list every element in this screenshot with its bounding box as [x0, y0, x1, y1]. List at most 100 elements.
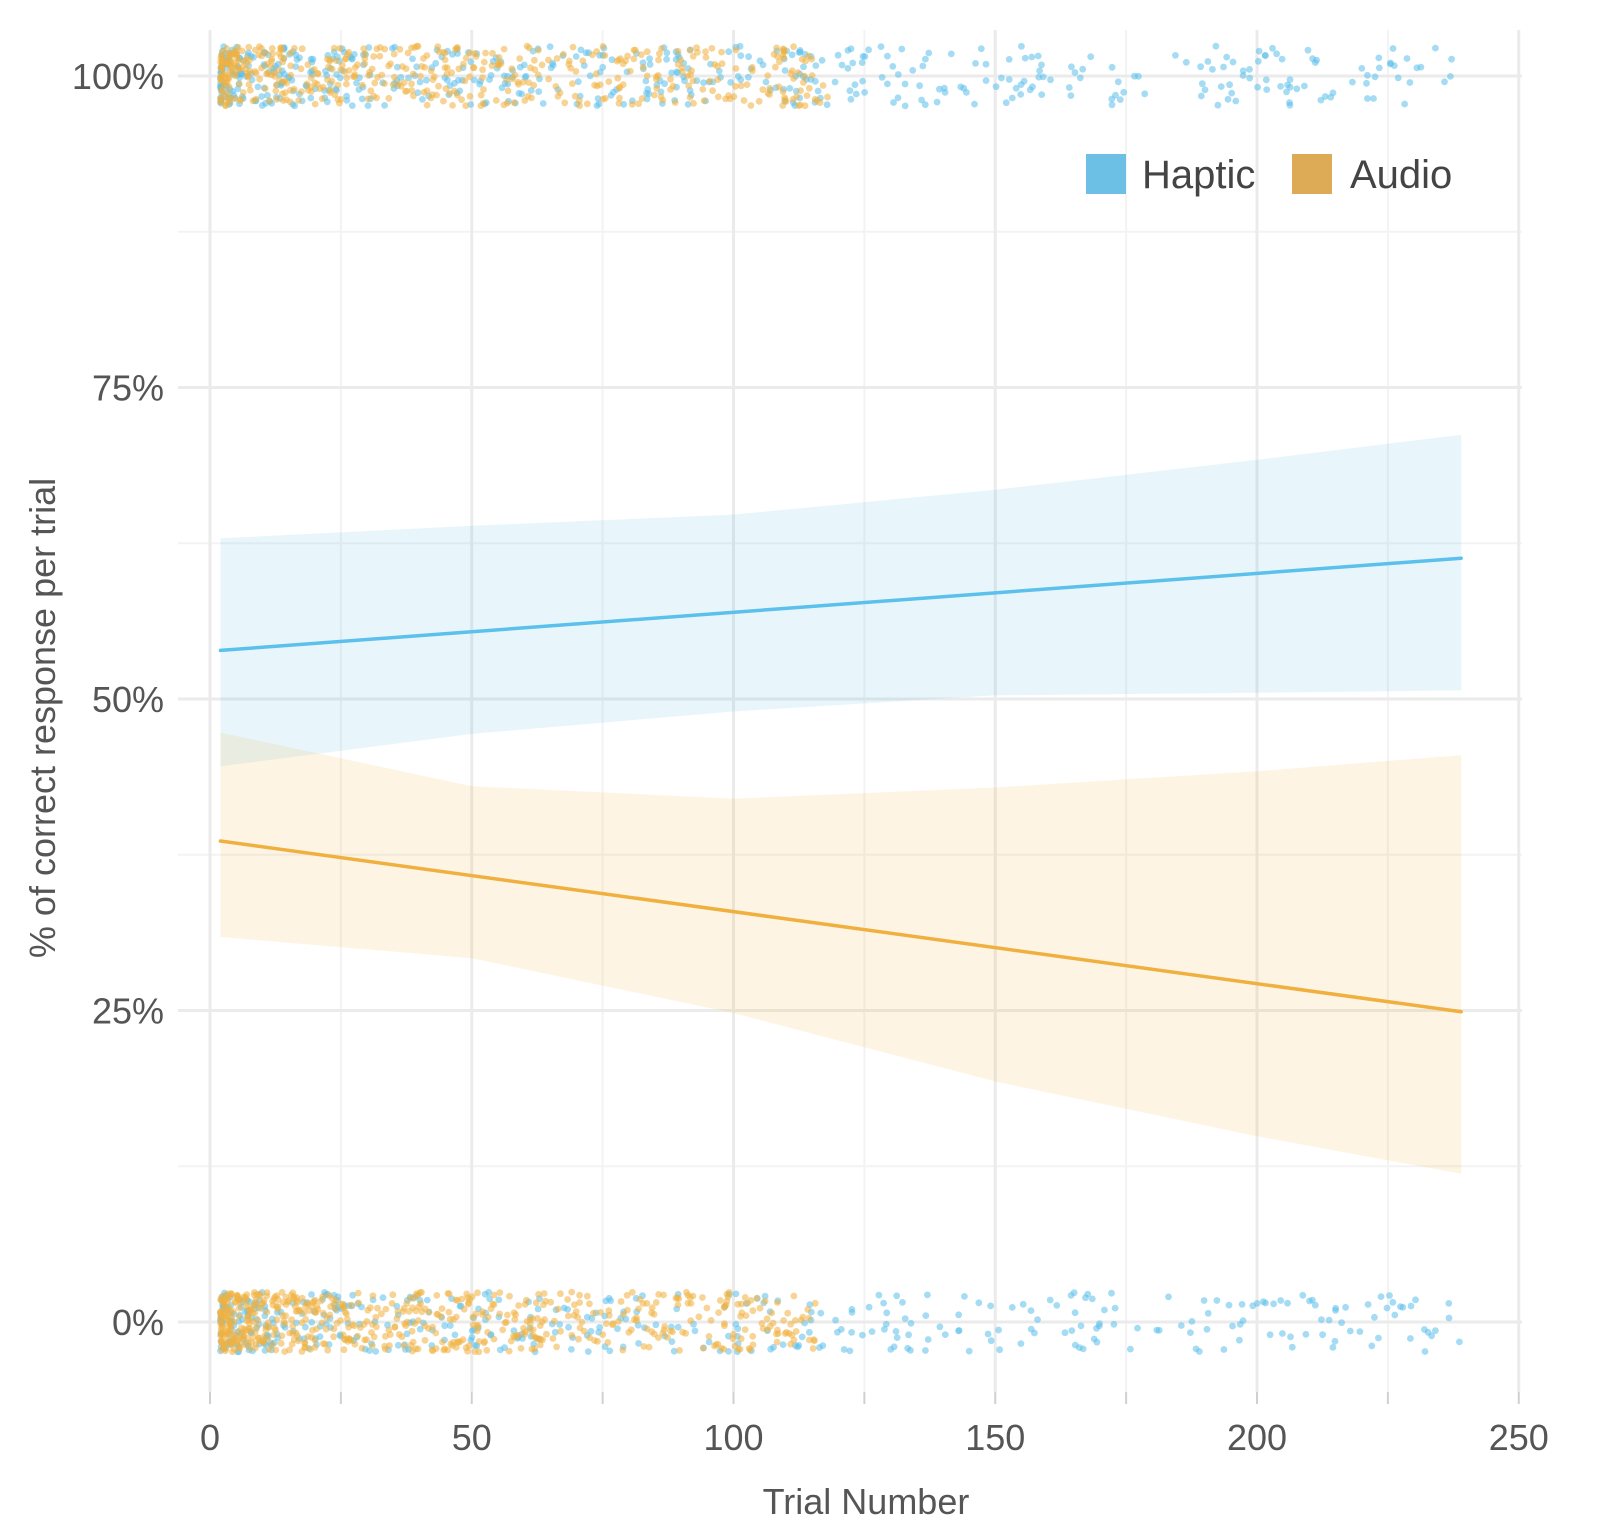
data-point-haptic: [1325, 1316, 1333, 1324]
data-point-haptic: [1331, 1337, 1339, 1345]
data-point-audio: [764, 1326, 771, 1334]
data-point-audio: [466, 49, 474, 57]
data-point-audio: [628, 1288, 636, 1296]
data-point-haptic: [258, 93, 265, 100]
data-point-haptic: [691, 1327, 699, 1335]
data-point-haptic: [1012, 84, 1020, 92]
data-point-audio: [465, 1299, 472, 1307]
data-point-audio: [245, 81, 253, 88]
data-point-audio: [620, 1311, 627, 1318]
data-point-haptic: [308, 1291, 315, 1298]
data-point-audio: [337, 1317, 344, 1324]
data-point-audio: [287, 71, 295, 79]
data-point-audio: [616, 94, 623, 102]
data-point-haptic: [663, 55, 670, 63]
data-point-audio: [721, 1322, 728, 1330]
data-point-haptic: [646, 61, 654, 68]
data-point-audio: [404, 49, 412, 57]
data-point-audio: [575, 1335, 582, 1343]
data-point-audio: [348, 1301, 355, 1309]
y-tick-label: 100%: [72, 56, 164, 97]
data-point-haptic: [501, 1344, 508, 1352]
data-point-haptic: [848, 1329, 855, 1336]
trend-line-haptic: [218, 556, 1463, 653]
data-point-audio: [321, 1340, 329, 1348]
data-point-haptic: [1428, 1332, 1435, 1340]
data-point-audio: [418, 1308, 426, 1316]
data-point-haptic: [849, 59, 857, 67]
data-point-haptic: [1018, 42, 1025, 50]
data-point-haptic: [602, 1297, 610, 1305]
data-point-haptic: [409, 55, 416, 63]
data-point-haptic: [1317, 96, 1325, 104]
data-point-audio: [331, 91, 339, 99]
data-point-audio: [779, 88, 787, 96]
confidence-bands: [220, 434, 1462, 1174]
data-point-haptic: [413, 63, 421, 71]
data-point-audio: [593, 48, 601, 55]
data-point-haptic: [1375, 54, 1383, 62]
data-point-haptic: [1332, 1304, 1339, 1312]
data-point-haptic: [486, 76, 493, 83]
data-point-haptic: [451, 1331, 459, 1339]
data-point-haptic: [1246, 74, 1254, 82]
data-point-audio: [374, 1304, 381, 1312]
data-point-audio: [370, 92, 378, 100]
data-point-audio: [686, 94, 694, 101]
data-point-audio: [265, 1345, 273, 1353]
data-point-audio: [458, 96, 465, 104]
data-point-audio: [278, 1332, 286, 1340]
data-point-audio: [674, 1301, 682, 1309]
data-point-audio: [769, 1319, 777, 1327]
data-point-audio: [466, 92, 474, 100]
data-point-audio: [224, 1323, 232, 1331]
data-point-haptic: [922, 55, 929, 63]
data-point-audio: [773, 1338, 781, 1346]
data-point-haptic: [652, 1321, 660, 1329]
data-point-audio: [553, 55, 561, 62]
data-point-audio: [341, 68, 349, 75]
x-tick-label: 100: [703, 1417, 763, 1458]
data-point-haptic: [893, 1334, 901, 1341]
data-point-audio: [223, 1334, 231, 1342]
data-point-audio: [504, 87, 512, 95]
data-point-haptic: [419, 96, 426, 103]
data-point-audio: [279, 90, 286, 98]
data-point-haptic: [1226, 81, 1233, 89]
data-point-audio: [659, 96, 667, 104]
data-point-haptic: [1386, 1292, 1393, 1299]
data-point-audio: [269, 1340, 276, 1348]
data-point-haptic: [586, 72, 594, 80]
data-point-audio: [440, 97, 447, 105]
data-point-haptic: [495, 1296, 503, 1304]
data-point-audio: [444, 1290, 452, 1297]
data-point-audio: [678, 64, 686, 72]
data-point-audio: [787, 1320, 795, 1328]
data-point-audio: [399, 1308, 407, 1315]
data-point-haptic: [1111, 1304, 1119, 1312]
data-point-haptic: [1114, 78, 1122, 86]
data-point-haptic: [865, 46, 872, 54]
data-point-audio: [429, 1323, 436, 1331]
data-point-audio: [638, 95, 646, 102]
data-point-audio: [218, 71, 226, 79]
data-point-audio: [273, 1316, 280, 1323]
data-point-haptic: [936, 85, 943, 93]
data-point-audio: [218, 65, 226, 72]
data-point-audio: [656, 50, 663, 58]
data-point-audio: [236, 97, 244, 104]
data-point-audio: [408, 1327, 416, 1335]
data-point-haptic: [1220, 1346, 1228, 1353]
data-point-audio: [332, 1305, 339, 1313]
data-point-audio: [351, 1340, 359, 1348]
data-point-audio: [332, 57, 340, 64]
data-point-audio: [237, 1299, 245, 1307]
data-point-audio: [414, 42, 422, 50]
data-point-audio: [425, 1309, 433, 1316]
data-point-audio: [648, 1304, 656, 1312]
data-point-audio: [689, 77, 697, 85]
data-point-audio: [471, 50, 479, 57]
data-point-audio: [320, 1309, 327, 1317]
data-point-audio: [243, 1299, 250, 1307]
data-point-audio: [738, 1309, 746, 1317]
